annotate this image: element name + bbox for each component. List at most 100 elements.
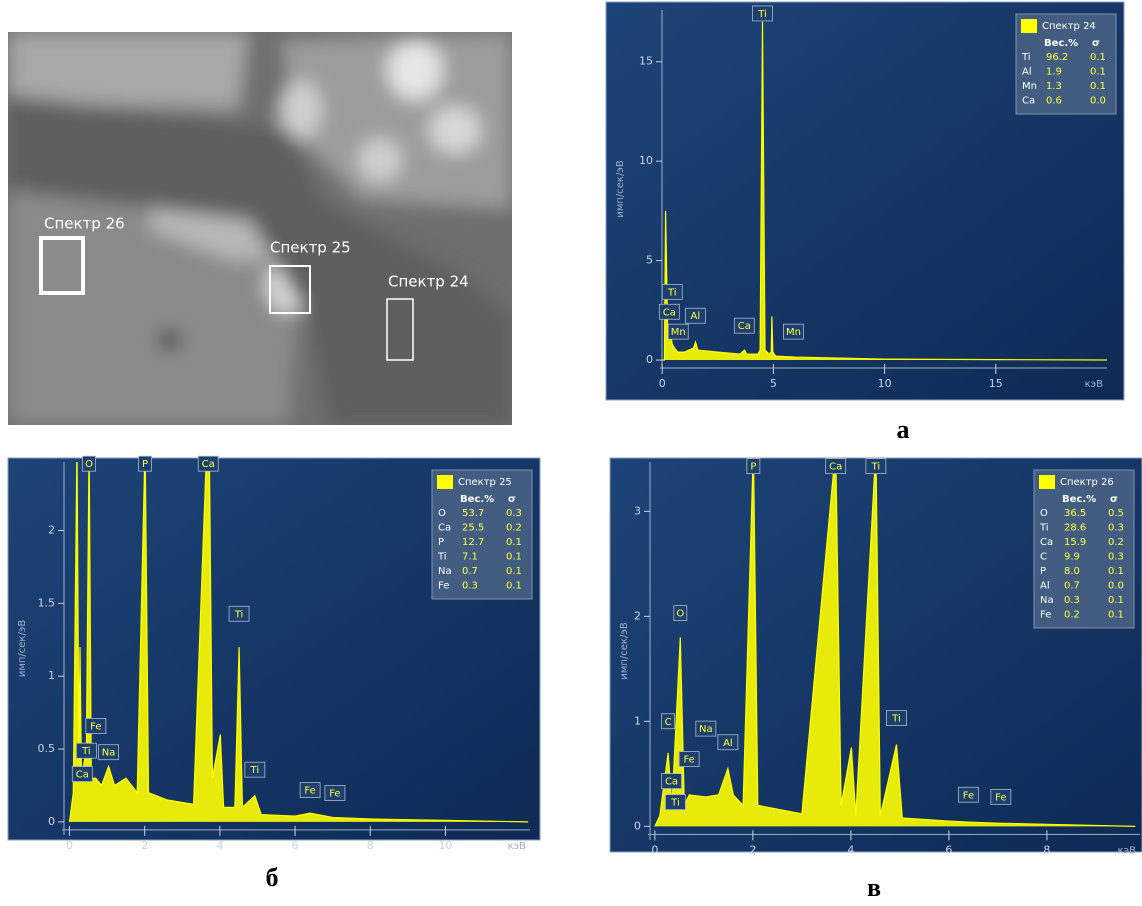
peak-label: Al	[723, 738, 733, 749]
peak-label: Fe	[329, 788, 340, 799]
legend-weight: 1.9	[1046, 67, 1062, 78]
legend-sigma: 0.2	[506, 523, 522, 534]
legend-element: P	[438, 537, 444, 548]
legend-weight: 25.5	[462, 523, 484, 534]
peak-label: Fe	[304, 786, 315, 797]
peak-label: Ca	[663, 307, 676, 318]
y-tick-label: 0	[646, 353, 653, 366]
x-tick-label: 5	[770, 377, 777, 390]
legend-title: Спектр 26	[1060, 477, 1114, 488]
legend-header: Вес.%	[1062, 494, 1096, 505]
legend-weight: 0.7	[462, 566, 478, 577]
x-tick-label: 0	[659, 377, 666, 390]
peak-label: Ti	[670, 798, 680, 809]
legend-weight: 1.3	[1046, 81, 1062, 92]
legend-sigma: 0.1	[506, 566, 522, 577]
legend-element: Ti	[1039, 523, 1049, 534]
legend-swatch	[1039, 475, 1055, 489]
legend-header: σ	[1092, 38, 1100, 49]
y-tick-label: 10	[639, 154, 653, 167]
legend-element: Fe	[1040, 610, 1051, 621]
legend-element: Ca	[1040, 537, 1053, 548]
legend-sigma: 0.1	[506, 552, 522, 563]
x-tick-label: 0	[66, 839, 73, 852]
legend-header: Вес.%	[460, 494, 494, 505]
y-tick-label: 2	[634, 609, 641, 622]
peak-label: Ca	[829, 462, 842, 473]
legend-element: O	[438, 508, 446, 519]
legend-weight: 9.9	[1064, 552, 1080, 563]
y-tick-label: 0	[48, 815, 55, 828]
legend-element: Na	[1040, 595, 1054, 606]
x-axis-title: кэВ	[1085, 379, 1104, 390]
legend-element: Mn	[1022, 81, 1037, 92]
peak-label: O	[676, 609, 684, 620]
legend-element: O	[1040, 508, 1048, 519]
legend-weight: 0.3	[1064, 595, 1080, 606]
legend-sigma: 0.3	[1108, 552, 1124, 563]
peak-label: Ti	[757, 9, 767, 20]
legend-element: Al	[1022, 67, 1032, 78]
peak-label: Na	[102, 748, 116, 759]
x-tick-label: 4	[847, 843, 854, 856]
legend-sigma: 0.0	[1108, 581, 1124, 592]
legend-element: Ti	[437, 552, 447, 563]
legend-header: σ	[508, 494, 516, 505]
sem-image: Спектр 26 Спектр 25 Спектр 24	[8, 32, 512, 425]
sem-label: Спектр 24	[388, 273, 469, 291]
x-tick-label: 6	[945, 843, 952, 856]
x-tick-label: 8	[367, 839, 374, 852]
x-tick-label: 6	[292, 839, 299, 852]
legend-weight: 0.2	[1064, 610, 1080, 621]
peak-label: Fe	[995, 792, 1006, 803]
spectrum-chart: 00.511.520246810кэВимп/сек/эВOPCaTiTiFeF…	[8, 443, 540, 852]
x-axis-title: кэВ	[508, 841, 527, 852]
legend-weight: 8.0	[1064, 566, 1080, 577]
spectrum-chart: 012302468кэВимп/сек/эВPCaTiOCNaAlFeCaTiT…	[610, 448, 1142, 856]
peak-label: Ti	[81, 746, 91, 757]
legend-weight: 0.7	[1064, 581, 1080, 592]
y-tick-label: 1	[634, 714, 641, 727]
legend-header: Вес.%	[1044, 38, 1078, 49]
legend-sigma: 0.1	[506, 581, 522, 592]
legend-weight: 28.6	[1064, 523, 1086, 534]
x-tick-label: 0	[651, 843, 658, 856]
legend-element: Al	[1040, 581, 1050, 592]
legend-sigma: 0.3	[506, 508, 522, 519]
legend-weight: 96.2	[1046, 52, 1068, 63]
y-axis-title: имп/сек/эВ	[619, 622, 630, 679]
legend-weight: 7.1	[462, 552, 478, 563]
legend-sigma: 0.3	[1108, 523, 1124, 534]
legend-sigma: 0.1	[1108, 595, 1124, 606]
peak-label: Ti	[891, 714, 901, 725]
legend-weight: 0.6	[1046, 96, 1062, 107]
panel-letter: б	[266, 863, 279, 892]
sem-label: Спектр 25	[270, 239, 351, 257]
legend-sigma: 0.1	[1090, 81, 1106, 92]
y-tick-label: 3	[634, 504, 641, 517]
y-tick-label: 1.5	[38, 596, 56, 609]
legend-sigma: 0.2	[1108, 537, 1124, 548]
legend-weight: 53.7	[462, 508, 484, 519]
x-tick-label: 15	[989, 377, 1003, 390]
peak-label: Ti	[871, 462, 881, 473]
peak-label: Ca	[76, 770, 89, 781]
legend-element: Na	[438, 566, 452, 577]
legend-weight: 0.3	[462, 581, 478, 592]
legend-sigma: 0.1	[1108, 610, 1124, 621]
peak-label: Al	[691, 311, 701, 322]
peak-label: Fe	[683, 755, 694, 766]
peak-label: Na	[699, 724, 713, 735]
panel-letter: а	[897, 415, 910, 444]
y-tick-label: 0.5	[38, 742, 56, 755]
legend-element: Ca	[438, 523, 451, 534]
peak-label: C	[665, 717, 672, 728]
y-axis-title: имп/сек/эВ	[615, 160, 626, 217]
x-tick-label: 10	[438, 839, 452, 852]
legend-element: Ca	[1022, 96, 1035, 107]
legend-element: P	[1040, 566, 1046, 577]
legend-swatch	[437, 475, 453, 489]
x-tick-label: 10	[878, 377, 892, 390]
legend-element: C	[1040, 552, 1047, 563]
x-tick-label: 4	[216, 839, 223, 852]
